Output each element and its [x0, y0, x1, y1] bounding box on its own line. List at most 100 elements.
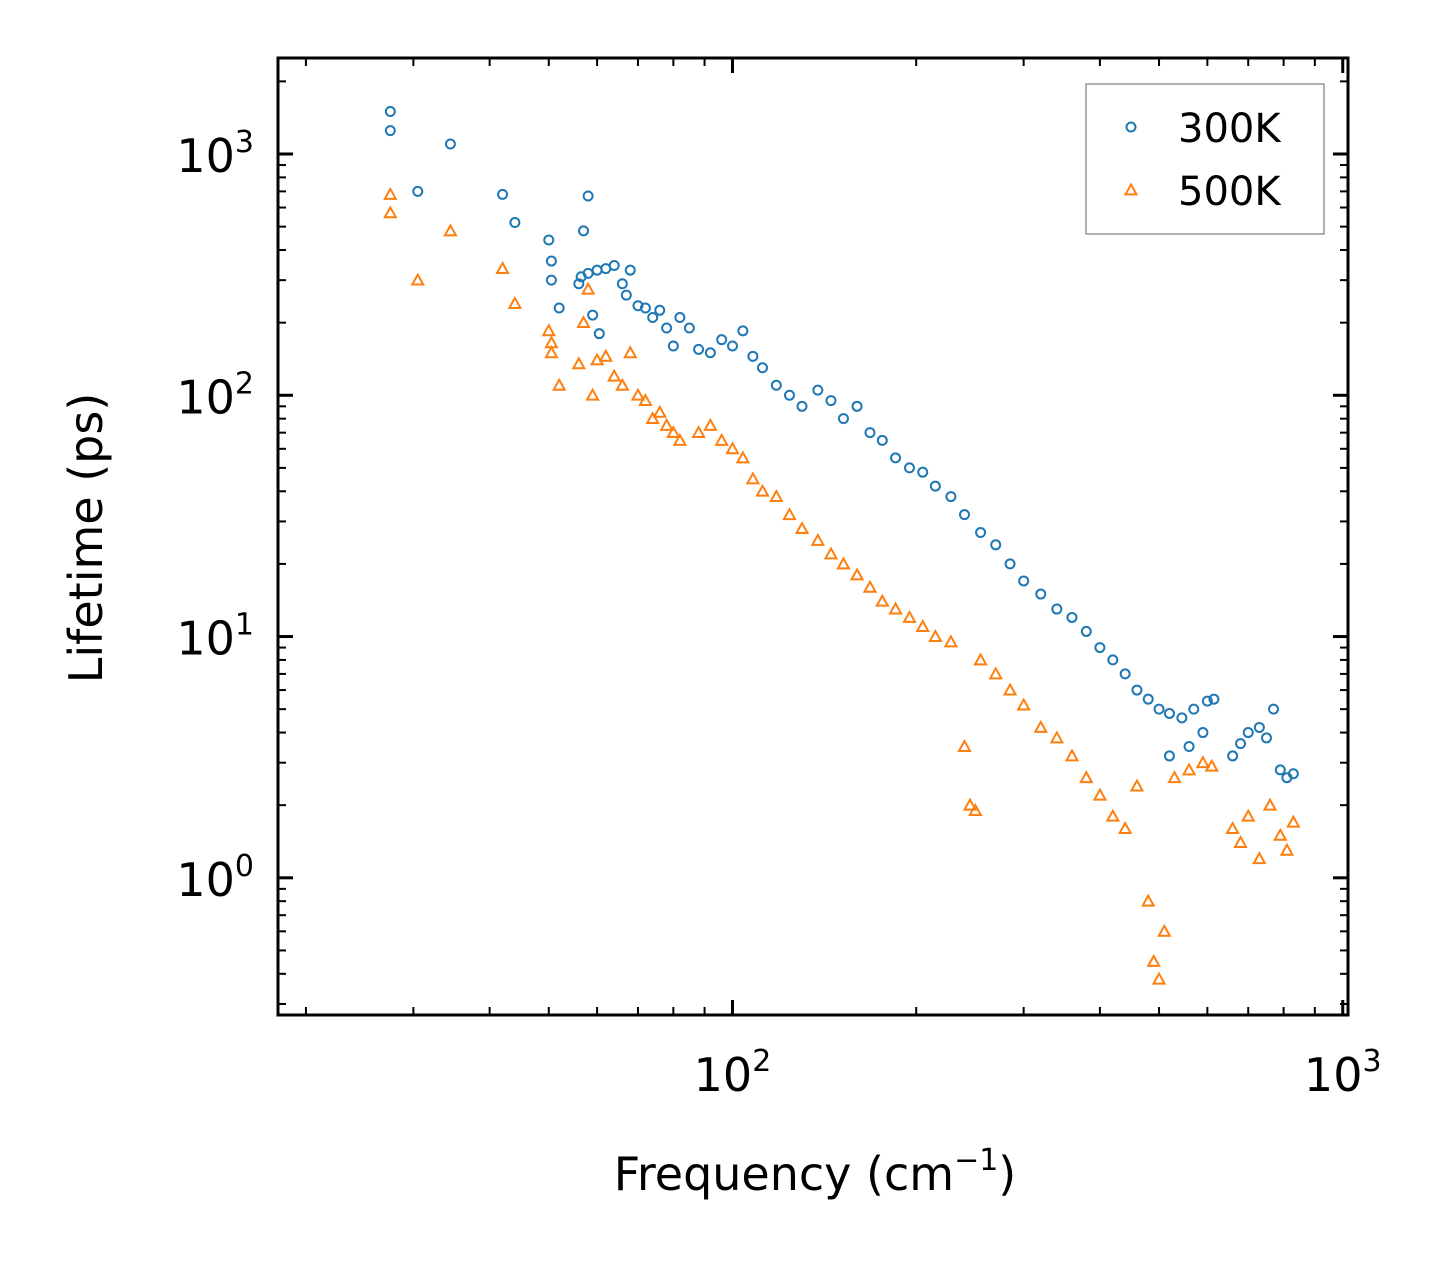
data-point: [1146, 953, 1161, 967]
data-point: [1157, 923, 1172, 937]
data-point: [647, 312, 659, 324]
data-point: [667, 340, 679, 352]
data-point: [654, 304, 666, 316]
data-point: [545, 255, 557, 267]
data-point: [726, 340, 738, 352]
data-point: [1131, 684, 1143, 696]
legend-items: 300K 500K: [1123, 106, 1282, 215]
data-point: [620, 289, 632, 301]
data-point: [962, 797, 978, 811]
data-point: [849, 567, 865, 581]
data-point: [973, 652, 988, 666]
data-point: [1002, 682, 1018, 696]
data-point: [630, 387, 646, 401]
x-axis-label-sup: −1: [954, 1143, 998, 1178]
data-point: [1142, 693, 1154, 705]
data-point: [836, 556, 851, 570]
data-point: [1117, 821, 1133, 834]
data-point: [1267, 703, 1279, 715]
data-point: [783, 389, 795, 401]
data-point: [383, 186, 398, 200]
data-point: [1033, 719, 1048, 733]
data-point: [1129, 778, 1145, 792]
data-point: [582, 190, 594, 202]
data-point: [672, 432, 688, 446]
data-point: [1066, 611, 1078, 623]
data-point: [876, 434, 888, 446]
data-point: [770, 379, 782, 391]
data-point: [383, 205, 398, 219]
data-point: [666, 425, 681, 439]
data-point: [875, 593, 890, 607]
data-point: [1225, 821, 1240, 834]
x-axis-label-tail: ): [998, 1147, 1016, 1201]
data-point: [683, 322, 695, 334]
data-point: [968, 802, 983, 816]
data-point: [659, 417, 674, 431]
data-point: [735, 450, 751, 464]
data-point: [587, 309, 599, 321]
data-point: [1080, 625, 1092, 637]
ticks-layer: 102 103 100 101 102 103: [176, 58, 1382, 1102]
data-point: [645, 411, 660, 425]
data-point: [1079, 770, 1094, 784]
series-500K: [383, 186, 1301, 985]
data-point: [410, 272, 425, 286]
data-point: [1242, 727, 1254, 739]
data-point: [1167, 770, 1182, 784]
data-point: [769, 489, 784, 503]
legend: 300K 500K: [1085, 83, 1325, 235]
data-point: [1049, 730, 1065, 744]
data-point: [1286, 814, 1301, 828]
y-tick-label: 100: [176, 849, 254, 907]
data-point: [553, 302, 565, 314]
data-point: [1183, 741, 1195, 753]
data-point: [725, 441, 740, 455]
data-point: [903, 462, 915, 474]
data-point: [615, 377, 630, 391]
data-point: [1273, 827, 1288, 841]
data-point: [661, 322, 673, 334]
legend-marker-500K: [1123, 182, 1139, 196]
data-point: [578, 225, 590, 237]
data-point: [541, 323, 556, 337]
data-point: [1261, 732, 1273, 744]
legend-marker-300K: [1125, 121, 1137, 133]
data-point: [1092, 787, 1108, 801]
data-point: [638, 393, 653, 407]
series-300K: [384, 106, 1299, 784]
data-point: [693, 343, 705, 355]
data-point: [1188, 703, 1200, 715]
data-point: [959, 509, 971, 521]
data-point: [1274, 764, 1286, 776]
data-point: [1035, 588, 1047, 600]
data-point: [1064, 748, 1080, 762]
data-point: [928, 628, 943, 642]
data-point: [580, 281, 596, 295]
x-axis-label: Frequency (cm−1): [614, 1143, 1017, 1201]
data-point: [862, 579, 878, 593]
data-point: [929, 480, 941, 492]
data-point: [943, 634, 959, 648]
data-point: [975, 526, 987, 538]
data-point: [598, 348, 613, 362]
data-point: [507, 295, 523, 309]
y-axis-label: Lifetime (ps): [59, 393, 113, 684]
data-point: [1176, 712, 1188, 724]
data-point: [1233, 834, 1248, 848]
data-point: [1151, 971, 1167, 985]
data-point: [837, 413, 849, 425]
data-point: [755, 483, 770, 497]
data-point: [716, 334, 728, 346]
data-point: [915, 618, 930, 632]
data-point: [412, 185, 424, 197]
data-point: [1204, 758, 1219, 772]
data-point: [782, 507, 797, 521]
data-point: [1252, 851, 1267, 865]
data-point: [545, 274, 557, 286]
points-layer: [383, 106, 1301, 985]
data-point: [957, 738, 972, 752]
data-point: [825, 395, 837, 407]
data-point: [888, 601, 903, 615]
data-point: [1094, 642, 1106, 654]
